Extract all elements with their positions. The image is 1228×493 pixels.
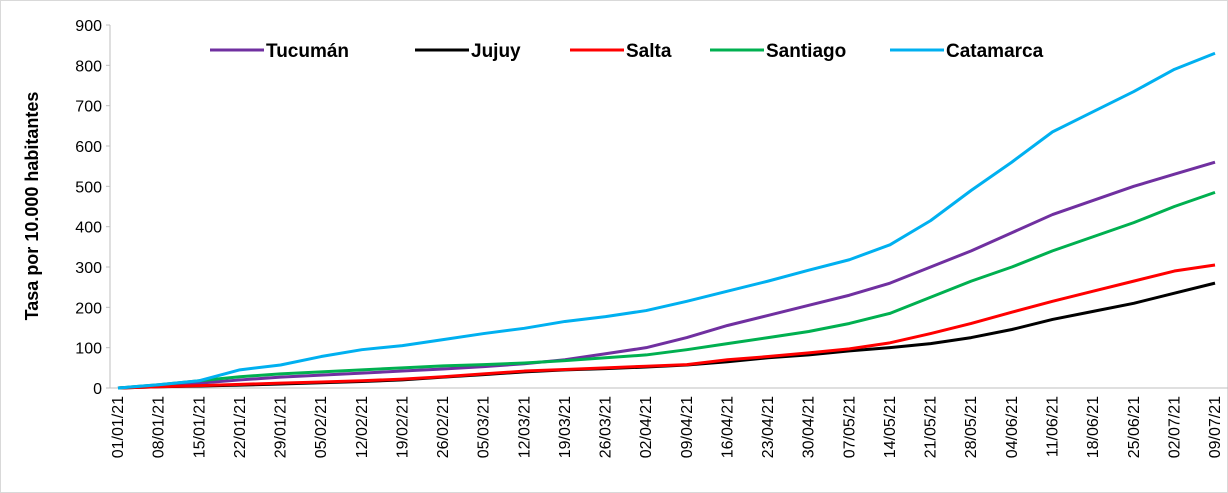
legend-label: Salta bbox=[626, 41, 672, 62]
legend-label: Jujuy bbox=[471, 41, 521, 62]
x-tick-label: 21/05/21 bbox=[923, 396, 940, 458]
x-tick-label: 29/01/21 bbox=[273, 396, 290, 458]
x-tick-label: 30/04/21 bbox=[801, 396, 818, 458]
x-tick-label: 26/02/21 bbox=[435, 396, 452, 458]
legend-label: Santiago bbox=[766, 41, 846, 62]
y-tick-label: 300 bbox=[75, 260, 102, 277]
x-tick-label: 07/05/21 bbox=[841, 396, 858, 458]
x-tick-label: 04/06/21 bbox=[1004, 396, 1021, 458]
x-tick-label: 22/01/21 bbox=[232, 396, 249, 458]
x-tick-label: 25/06/21 bbox=[1126, 396, 1143, 458]
x-tick-label: 02/04/21 bbox=[638, 396, 655, 458]
x-tick-label: 23/04/21 bbox=[760, 396, 777, 458]
x-tick-label: 12/02/21 bbox=[354, 396, 371, 458]
x-tick-label: 09/04/21 bbox=[679, 396, 696, 458]
x-tick-label: 01/01/21 bbox=[110, 396, 127, 458]
x-tick-label: 26/03/21 bbox=[598, 396, 615, 458]
series-line bbox=[117, 160, 1216, 390]
y-axis-title: Tasa por 10.000 habitantes bbox=[22, 92, 42, 321]
x-tick-label: 05/03/21 bbox=[476, 396, 493, 458]
x-tick-label: 11/06/21 bbox=[1044, 396, 1061, 457]
y-tick-label: 0 bbox=[93, 381, 102, 398]
x-tick-label: 14/05/21 bbox=[882, 396, 899, 458]
y-tick-label: 800 bbox=[75, 58, 102, 75]
series-line bbox=[117, 263, 1216, 390]
x-tick-label: 02/07/21 bbox=[1166, 396, 1183, 458]
x-tick-label: 16/04/21 bbox=[719, 396, 736, 458]
x-tick-label: 18/06/21 bbox=[1085, 396, 1102, 458]
x-tick-label: 05/02/21 bbox=[313, 396, 330, 458]
legend-label: Tucumán bbox=[266, 41, 349, 62]
x-tick-label: 08/01/21 bbox=[151, 396, 168, 458]
x-tick-label: 12/03/21 bbox=[516, 396, 533, 458]
series-line bbox=[117, 51, 1216, 390]
legend-label: Catamarca bbox=[946, 41, 1044, 62]
y-tick-label: 900 bbox=[75, 18, 102, 35]
y-tick-label: 700 bbox=[75, 99, 102, 116]
y-tick-label: 500 bbox=[75, 179, 102, 196]
series-line bbox=[117, 190, 1216, 390]
x-tick-label: 15/01/21 bbox=[191, 396, 208, 458]
x-tick-label: 09/07/21 bbox=[1207, 396, 1224, 458]
y-tick-label: 100 bbox=[75, 341, 102, 358]
y-tick-label: 400 bbox=[75, 220, 102, 237]
x-tick-label: 19/03/21 bbox=[557, 396, 574, 458]
y-tick-label: 200 bbox=[75, 300, 102, 317]
x-tick-label: 19/02/21 bbox=[394, 396, 411, 458]
x-tick-label: 28/05/21 bbox=[963, 396, 980, 458]
y-tick-label: 600 bbox=[75, 139, 102, 156]
